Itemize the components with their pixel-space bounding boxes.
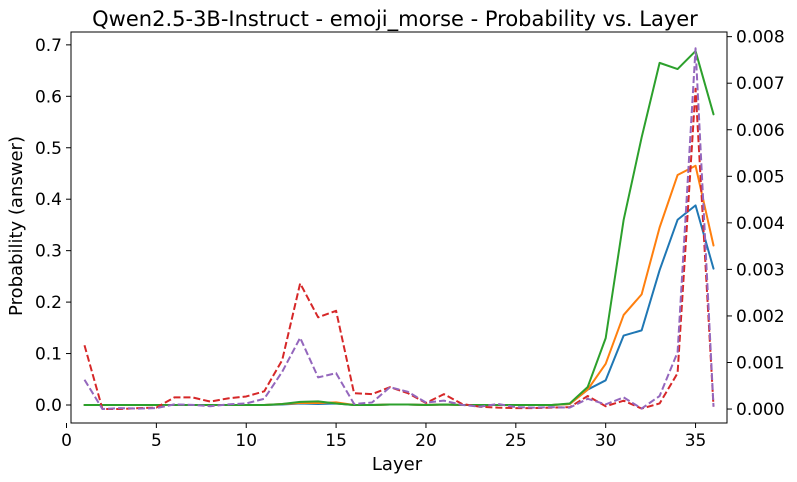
y2-tick-label: 0.005 <box>736 167 785 187</box>
x-tick-label: 20 <box>415 431 437 451</box>
x-tick-label: 0 <box>61 431 72 451</box>
x-tick-label: 25 <box>505 431 527 451</box>
y-tick-label: 0.3 <box>35 242 62 262</box>
ticks-layer: 0 5 10 15 20 25 30 35 0.0 0.1 0.2 0.3 0.4 0.5 0.6 0.7 0.… <box>35 28 785 451</box>
y-tick-label: 0.1 <box>35 345 62 365</box>
y-tick-label: 0.6 <box>35 87 62 107</box>
y-tick-label: 0.2 <box>35 293 62 313</box>
y2-tick-label: 0.006 <box>736 121 785 141</box>
y2-tick-label: 0.007 <box>736 74 785 94</box>
y-tick-label: 0.0 <box>35 396 62 416</box>
series-layer <box>83 47 715 411</box>
chart-title: Qwen2.5-3B-Instruct - emoji_morse - Prob… <box>92 7 698 32</box>
x-tick-label: 35 <box>685 431 707 451</box>
series-line-5 <box>83 47 715 411</box>
y-axis-label: Probability (answer) <box>6 136 27 316</box>
x-axis-label: Layer <box>372 454 423 475</box>
plot-frame <box>70 31 728 424</box>
y2-tick-label: 0.001 <box>736 353 785 373</box>
x-tick-label: 30 <box>595 431 617 451</box>
y-tick-label: 0.5 <box>35 139 62 159</box>
y2-tick-label: 0.000 <box>736 400 785 420</box>
x-tick-label: 5 <box>151 431 162 451</box>
y2-tick-label: 0.003 <box>736 260 785 280</box>
y-tick-label: 0.7 <box>35 36 62 56</box>
y2-tick-label: 0.004 <box>736 214 785 234</box>
y2-tick-label: 0.002 <box>736 307 785 327</box>
y2-tick-label: 0.008 <box>736 28 785 48</box>
y-tick-label: 0.4 <box>35 190 62 210</box>
x-tick-label: 15 <box>325 431 347 451</box>
x-tick-label: 10 <box>235 431 257 451</box>
